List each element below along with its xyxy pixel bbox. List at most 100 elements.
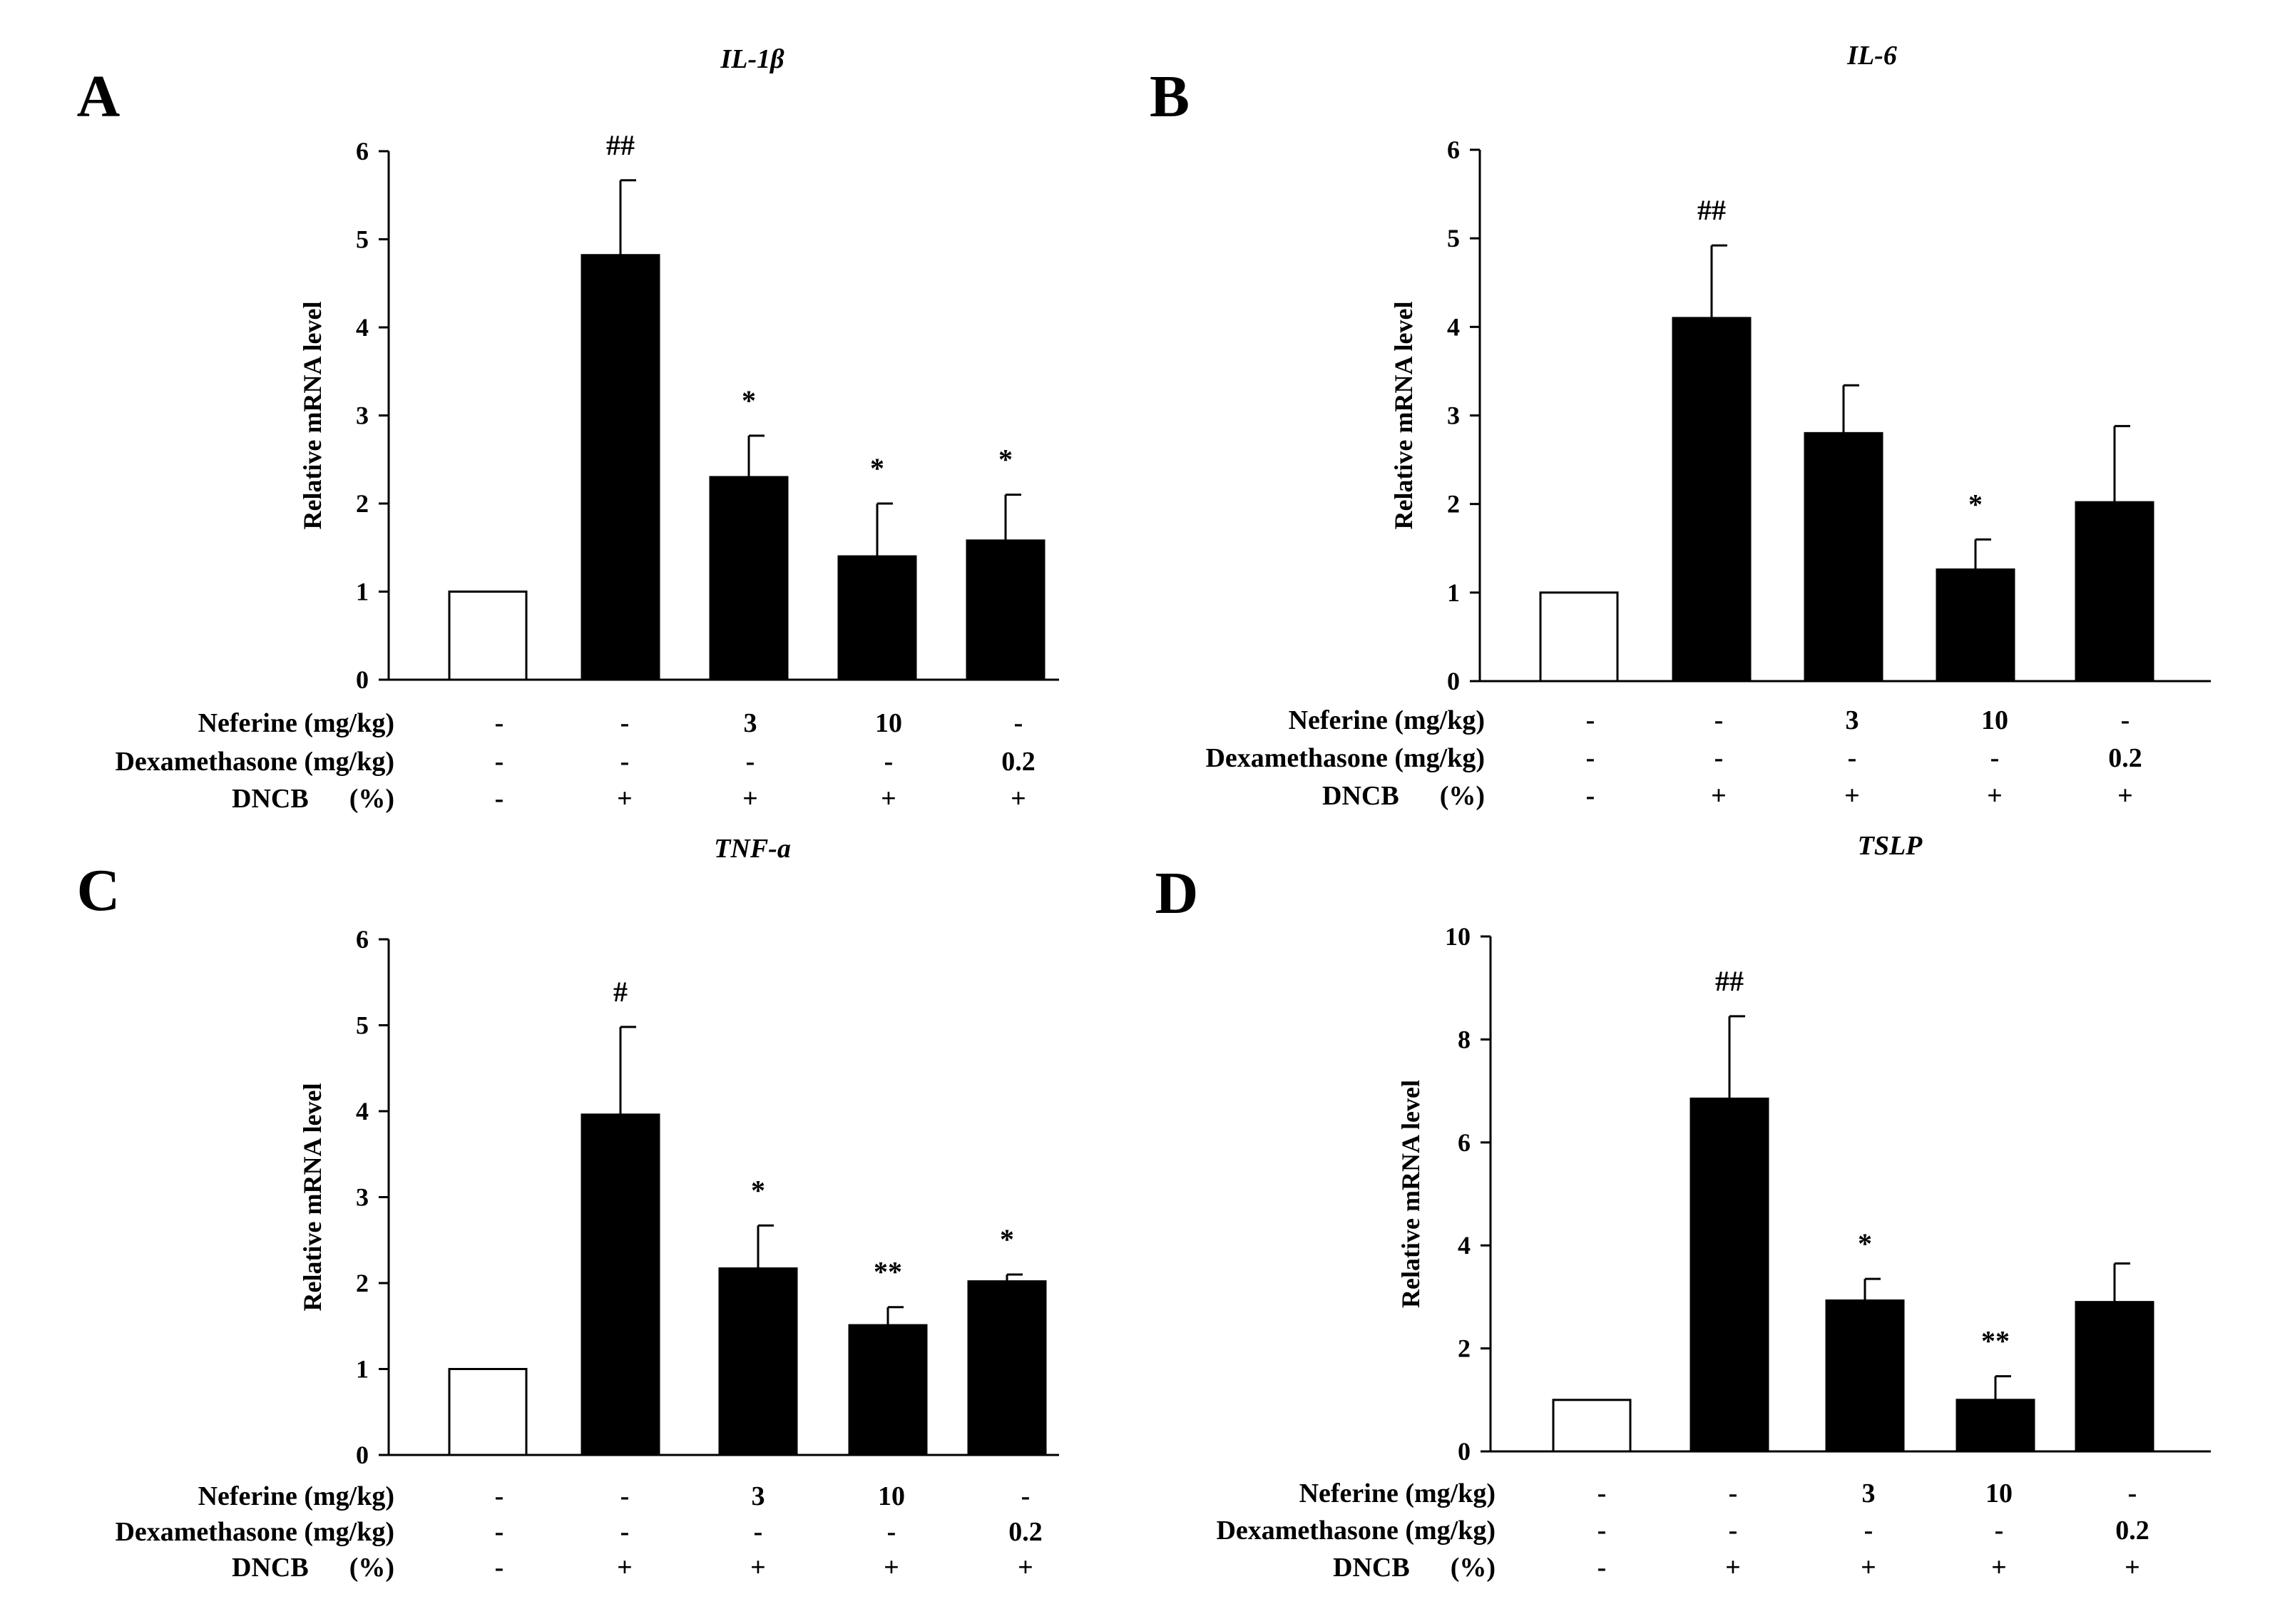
condition-value: -: [1597, 1479, 1607, 1508]
condition-label: DNCB (%): [232, 784, 394, 814]
condition-value: -: [495, 1481, 504, 1511]
significance-marker: *: [742, 384, 756, 417]
y-tick-label: 4: [1447, 312, 1460, 341]
chart-title: TSLP: [1858, 831, 1923, 861]
condition-value: -: [1586, 781, 1595, 811]
panel-letter: C: [77, 857, 121, 924]
y-tick-label: 5: [356, 1011, 369, 1040]
chart-title: IL-6: [1846, 41, 1897, 71]
condition-label: DNCB (%): [232, 1553, 394, 1583]
bar: [709, 476, 789, 681]
condition-value: -: [1586, 743, 1595, 773]
y-tick-label: 5: [1447, 224, 1460, 252]
condition-value: +: [2125, 1553, 2140, 1583]
condition-value: -: [495, 784, 504, 814]
condition-value: -: [754, 1517, 763, 1547]
condition-value: -: [1990, 743, 2000, 773]
significance-marker: **: [1981, 1325, 2010, 1357]
condition-value: -: [620, 747, 630, 777]
panel-b: B IL-6 Relative mRNA level 0 1 2 3 4 5 6 ## * Neferi…: [1150, 41, 2211, 811]
significance-marker: *: [1000, 1223, 1014, 1255]
chart-title: IL-1β: [720, 44, 784, 74]
significance-marker: ##: [1697, 194, 1726, 226]
condition-value: -: [620, 708, 630, 738]
condition-label: Neferine (mg/kg): [198, 708, 394, 738]
bar: [2075, 1301, 2154, 1453]
condition-label: Dexamethasone (mg/kg): [1216, 1516, 1496, 1546]
bar: [1552, 1399, 1632, 1453]
condition-value: -: [1714, 743, 1724, 773]
y-tick-label: 6: [1458, 1128, 1471, 1157]
condition-label: Dexamethasone (mg/kg): [115, 1517, 394, 1547]
bar: [837, 555, 917, 681]
condition-value: -: [1014, 708, 1023, 738]
condition-value: 10: [1981, 705, 2008, 735]
bar: [967, 1280, 1047, 1456]
condition-value: +: [884, 1553, 899, 1583]
significance-marker: *: [998, 444, 1013, 476]
y-axis-label: Relative mRNA level: [298, 1083, 327, 1312]
y-tick-label: 0: [1458, 1437, 1471, 1466]
y-tick-label: 5: [356, 225, 369, 254]
condition-value: -: [1597, 1553, 1607, 1583]
condition-value: +: [1987, 781, 2003, 811]
bar: [966, 539, 1046, 681]
condition-value: 10: [875, 708, 902, 738]
condition-value: 3: [1846, 705, 1859, 735]
condition-label: Dexamethasone (mg/kg): [1205, 743, 1485, 773]
bar: [1936, 568, 2015, 683]
condition-value: 3: [744, 708, 757, 738]
condition-value: +: [1725, 1553, 1741, 1583]
y-tick-label: 2: [356, 1269, 369, 1297]
condition-value: -: [1021, 1481, 1031, 1511]
bar: [581, 254, 660, 681]
panel-letter: B: [1150, 63, 1190, 130]
condition-label: DNCB (%): [1322, 781, 1485, 811]
y-tick-label: 8: [1458, 1025, 1471, 1053]
significance-marker: ##: [1715, 965, 1744, 997]
y-tick-label: 0: [356, 665, 369, 694]
significance-marker: *: [1968, 488, 1983, 520]
condition-value: 0.2: [2108, 743, 2142, 773]
y-tick-label: 4: [356, 313, 369, 342]
panel-letter: A: [77, 63, 121, 130]
y-tick-label: 2: [1458, 1334, 1471, 1363]
condition-value: -: [2128, 1479, 2137, 1508]
condition-value: +: [750, 1553, 766, 1583]
condition-value: -: [1729, 1479, 1738, 1508]
chart-title: TNF-a: [714, 834, 791, 864]
significance-marker: #: [613, 976, 628, 1008]
condition-value: +: [617, 1553, 633, 1583]
condition-value: -: [495, 708, 504, 738]
significance-marker: *: [751, 1174, 765, 1206]
y-tick-label: 0: [1447, 667, 1460, 695]
significance-marker: *: [870, 452, 884, 484]
condition-value: 3: [1862, 1479, 1876, 1508]
condition-value: +: [1844, 781, 1860, 811]
y-tick-label: 3: [1447, 402, 1460, 430]
bar: [1956, 1399, 2035, 1453]
y-tick-label: 6: [356, 137, 369, 165]
condition-value: -: [1597, 1516, 1607, 1546]
y-tick-label: 0: [356, 1441, 369, 1469]
condition-value: 0.2: [1008, 1517, 1043, 1547]
condition-value: -: [1848, 743, 1857, 773]
bar: [2075, 501, 2154, 683]
bar: [1825, 1299, 1905, 1453]
condition-value: -: [495, 1553, 504, 1583]
condition-value: 0.2: [2115, 1516, 2149, 1546]
condition-label: Neferine (mg/kg): [198, 1481, 394, 1511]
y-axis-label: Relative mRNA level: [298, 302, 327, 530]
y-tick-label: 10: [1445, 922, 1471, 951]
y-tick-label: 3: [356, 1183, 369, 1212]
bar: [1672, 317, 1752, 683]
bar: [448, 1368, 528, 1456]
condition-label: Neferine (mg/kg): [1289, 705, 1485, 735]
bar: [1689, 1097, 1769, 1453]
y-tick-label: 4: [356, 1097, 369, 1125]
y-axis-label: Relative mRNA level: [1396, 1080, 1425, 1308]
condition-value: 3: [752, 1481, 765, 1511]
